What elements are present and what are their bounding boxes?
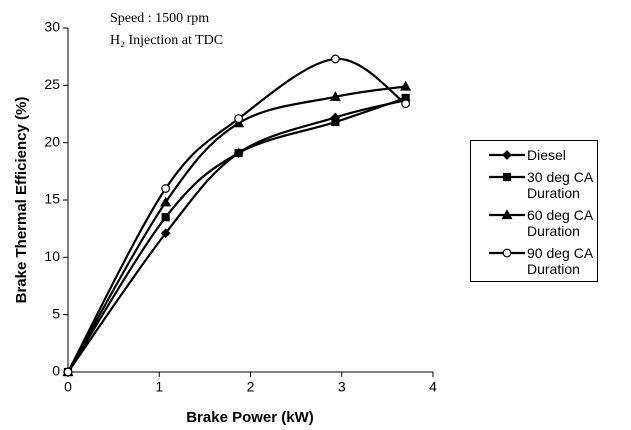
series-line (67, 57, 407, 373)
x-axis-label: Brake Power (kW) (186, 409, 314, 426)
marker (502, 150, 512, 160)
legend-swatch (489, 209, 525, 220)
x-tick-label: 3 (338, 379, 346, 395)
x-tick-label: 0 (64, 379, 72, 395)
point (234, 148, 243, 158)
legend-label: Diesel (527, 147, 566, 163)
legend-swatch (489, 150, 525, 160)
legend-swatch (489, 172, 525, 182)
point (161, 184, 171, 193)
legend: Diesel 30 deg CA Duration 60 deg CA Durati… (470, 140, 598, 282)
marker (502, 172, 512, 182)
point (330, 54, 340, 64)
y-tick-label: 0 (52, 363, 60, 379)
annotation: Speed : 1500 rpm (110, 11, 209, 26)
legend-entry: 30 deg CA Duration (487, 169, 595, 201)
x-tick-label: 2 (247, 379, 255, 395)
point (234, 114, 244, 123)
annotation: H₂ Injection at TDC (110, 33, 223, 48)
point (161, 213, 170, 222)
point (160, 228, 171, 239)
legend-label: 30 deg CA Duration (527, 169, 593, 201)
legend-entry: 60 deg CA Duration (487, 207, 595, 239)
y-tick-label: 20 (44, 133, 60, 149)
legend-label: 60 deg CA Duration (527, 207, 593, 239)
point (63, 367, 73, 377)
series-line (67, 96, 406, 373)
legend-entry: 90 deg CA Duration (487, 245, 595, 277)
point (331, 117, 340, 127)
y-tick-label: 30 (44, 19, 60, 35)
legend-swatch (489, 248, 525, 258)
point (400, 80, 412, 91)
point (160, 196, 172, 207)
x-tick-label: 1 (155, 379, 163, 395)
y-tick-label: 5 (52, 305, 60, 321)
y-tick-label: 25 (44, 76, 60, 92)
marker (502, 248, 512, 258)
y-tick-label: 15 (44, 191, 60, 207)
series-line (67, 85, 406, 373)
legend-label: 90 deg CA Duration (527, 245, 593, 277)
point (401, 99, 411, 109)
legend-entry: Diesel (487, 147, 595, 163)
y-tick-label: 10 (44, 248, 60, 264)
series-line (67, 99, 406, 373)
point (329, 91, 341, 101)
x-tick-label: 4 (429, 379, 437, 395)
y-axis-label: Brake Thermal Efficiency (%) (13, 97, 30, 304)
marker (501, 209, 513, 220)
